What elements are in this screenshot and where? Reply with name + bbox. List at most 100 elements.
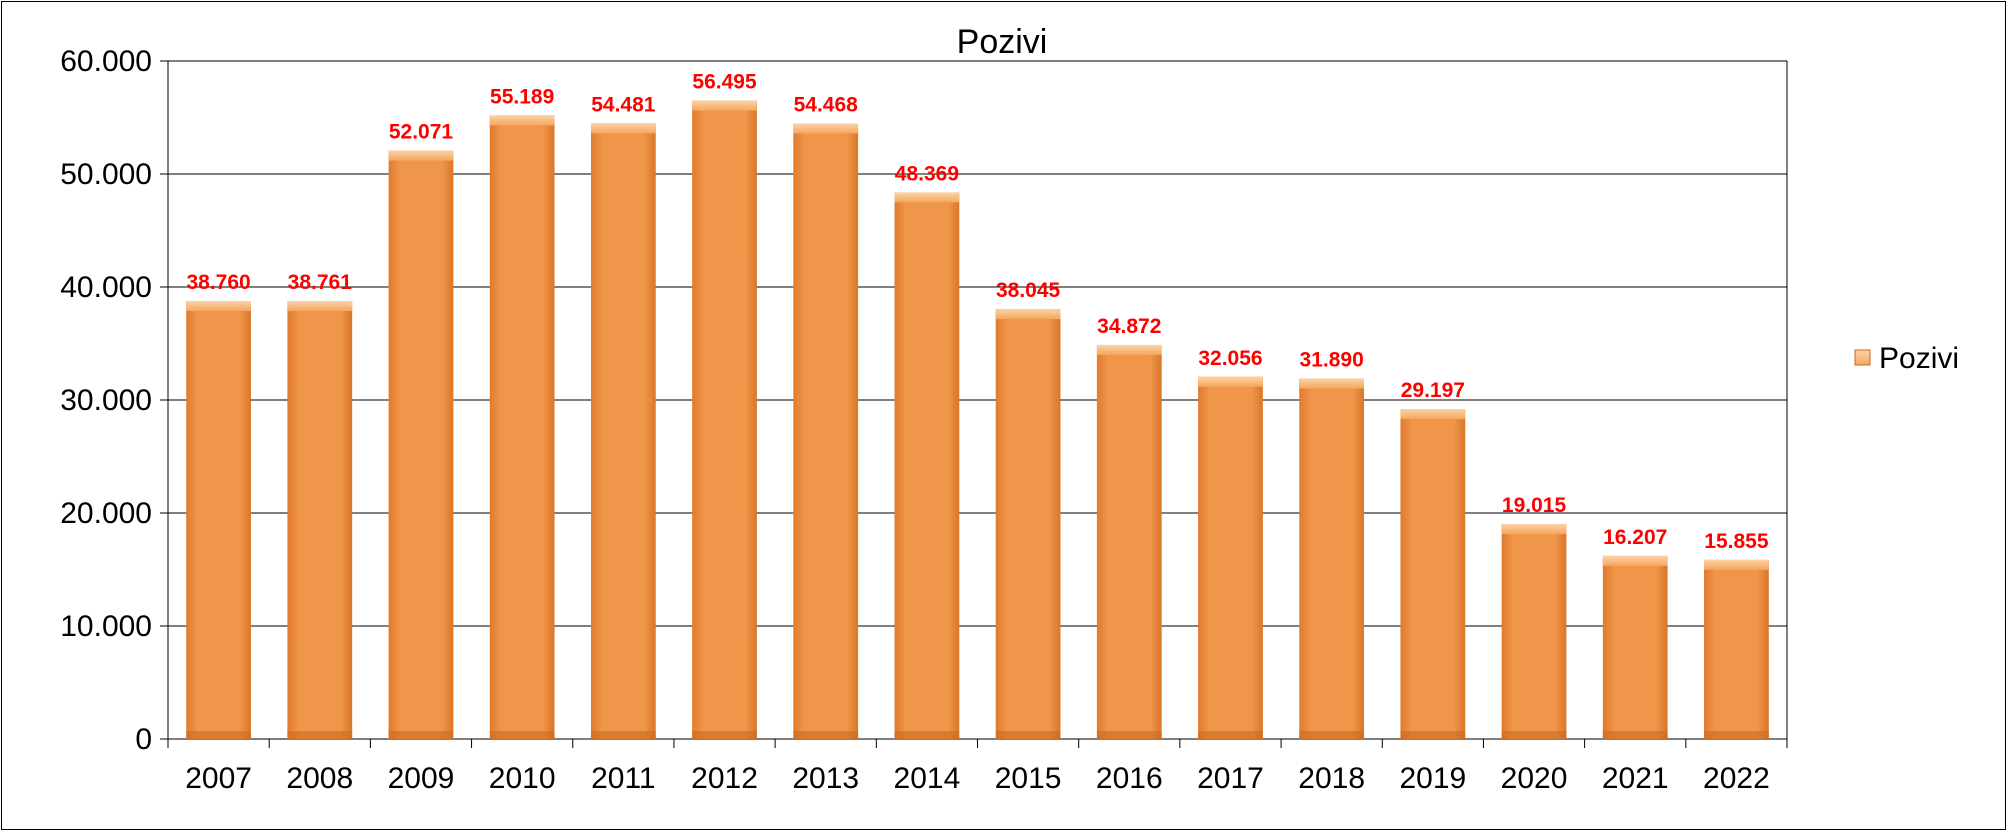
- bar-body: [590, 123, 656, 740]
- data-label: 55.189: [490, 85, 554, 108]
- bar-body: [287, 301, 353, 739]
- bar-body: [1299, 378, 1365, 739]
- data-label: 38.761: [288, 271, 353, 294]
- bar-base: [590, 731, 656, 739]
- bar: [995, 309, 1061, 739]
- x-tick-label: 2018: [1298, 762, 1365, 795]
- bar: [1602, 555, 1668, 739]
- x-tick-label: 2017: [1197, 762, 1264, 795]
- data-label: 54.468: [794, 94, 859, 117]
- bar: [1704, 559, 1769, 739]
- data-label: 32.056: [1198, 347, 1262, 370]
- bar: [388, 150, 454, 739]
- x-tick-label: 2012: [691, 762, 758, 795]
- bar-body: [894, 192, 960, 739]
- y-tick-label: 40.000: [60, 271, 152, 304]
- bar-cap: [287, 301, 353, 312]
- x-tick-label: 2015: [995, 762, 1062, 795]
- data-label: 38.045: [996, 279, 1061, 302]
- chart-title: Pozivi: [957, 23, 1048, 61]
- bar: [692, 100, 757, 739]
- x-tick-label: 2008: [286, 762, 353, 795]
- bar: [1299, 378, 1365, 739]
- legend-swatch: [1854, 349, 1871, 366]
- y-tick-label: 30.000: [60, 384, 152, 417]
- bar-body: [1501, 524, 1567, 739]
- bars: [186, 100, 1769, 740]
- data-label: 31.890: [1300, 349, 1364, 372]
- data-label: 15.855: [1704, 530, 1769, 553]
- bar: [793, 123, 859, 739]
- bar-body: [1602, 555, 1668, 739]
- bar: [590, 123, 656, 740]
- bar-cap: [388, 150, 454, 161]
- data-label: 54.481: [591, 93, 656, 116]
- bar-body: [1400, 409, 1466, 739]
- bar-base: [1602, 731, 1668, 739]
- bar-body: [995, 309, 1061, 739]
- x-tick-label: 2013: [792, 762, 859, 795]
- x-tick-label: 2022: [1703, 762, 1770, 795]
- bar: [1501, 524, 1567, 739]
- bar-base: [793, 731, 859, 739]
- bar-base: [995, 731, 1061, 739]
- bar-cap: [1299, 378, 1365, 389]
- bar-base: [1501, 731, 1567, 739]
- bar: [1400, 409, 1466, 739]
- bar-base: [1198, 731, 1263, 739]
- bar-body: [1096, 344, 1162, 739]
- bar-base: [692, 731, 757, 739]
- bar-base: [287, 731, 353, 739]
- bar-base: [1704, 731, 1769, 739]
- bar-cap: [590, 123, 656, 134]
- bar: [894, 192, 960, 739]
- x-tick-label: 2016: [1096, 762, 1163, 795]
- y-tick-label: 10.000: [60, 610, 152, 643]
- bar-cap: [1198, 376, 1263, 387]
- bar-cap: [1602, 555, 1668, 566]
- data-label: 38.760: [186, 271, 250, 294]
- bar-body: [793, 123, 859, 739]
- bar-cap: [1400, 409, 1466, 420]
- data-label: 19.015: [1502, 494, 1567, 517]
- bar-base: [489, 731, 555, 739]
- bar-cap: [1704, 559, 1769, 570]
- bar-cap: [793, 123, 859, 134]
- data-label: 29.197: [1401, 379, 1465, 402]
- bar-body: [388, 150, 454, 739]
- bar-body: [489, 115, 555, 739]
- bar-base: [1299, 731, 1365, 739]
- legend-label: Pozivi: [1879, 342, 1959, 375]
- bar-cap: [995, 309, 1061, 320]
- bar-body: [692, 100, 757, 739]
- bar-cap: [489, 115, 555, 126]
- bar-cap: [186, 301, 251, 312]
- bar: [489, 115, 555, 739]
- bar-base: [186, 731, 251, 739]
- x-tick-label: 2019: [1399, 762, 1466, 795]
- bar-cap: [1096, 344, 1162, 355]
- x-tick-label: 2011: [591, 762, 656, 795]
- x-tick-label: 2014: [894, 762, 961, 795]
- bar: [1096, 344, 1162, 739]
- legend: Pozivi: [1854, 342, 1959, 375]
- bar-base: [894, 731, 960, 739]
- x-tick-label: 2009: [388, 762, 455, 795]
- bar: [1198, 376, 1263, 739]
- x-tick-label: 2010: [489, 762, 556, 795]
- bar-cap: [894, 192, 960, 203]
- bar-cap: [1501, 524, 1567, 535]
- y-tick-label: 50.000: [60, 158, 152, 191]
- y-tick-label: 60.000: [60, 45, 152, 78]
- bar-base: [1096, 731, 1162, 739]
- data-label: 52.071: [389, 121, 454, 144]
- x-tick-label: 2020: [1501, 762, 1568, 795]
- bar-body: [1704, 559, 1769, 739]
- x-tick-label: 2007: [185, 762, 252, 795]
- axes: 0 10.000 20.000 30.000 40.000 50.000 60.000 200…: [60, 45, 1788, 795]
- bar: [287, 301, 353, 739]
- bar-body: [186, 301, 251, 739]
- data-label: 34.872: [1097, 315, 1161, 338]
- bar-base: [388, 731, 454, 739]
